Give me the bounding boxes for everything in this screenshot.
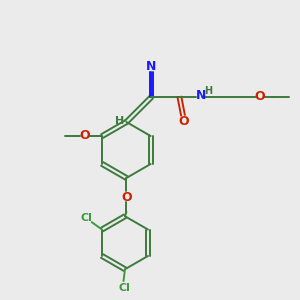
Text: N: N <box>146 60 157 73</box>
Text: O: O <box>178 115 189 128</box>
Text: H: H <box>115 116 124 126</box>
Text: Cl: Cl <box>81 213 93 223</box>
Text: H: H <box>205 85 213 95</box>
Text: Cl: Cl <box>118 283 130 292</box>
Text: O: O <box>254 90 265 103</box>
Text: O: O <box>80 129 90 142</box>
Text: N: N <box>196 89 207 102</box>
Text: O: O <box>122 190 132 204</box>
